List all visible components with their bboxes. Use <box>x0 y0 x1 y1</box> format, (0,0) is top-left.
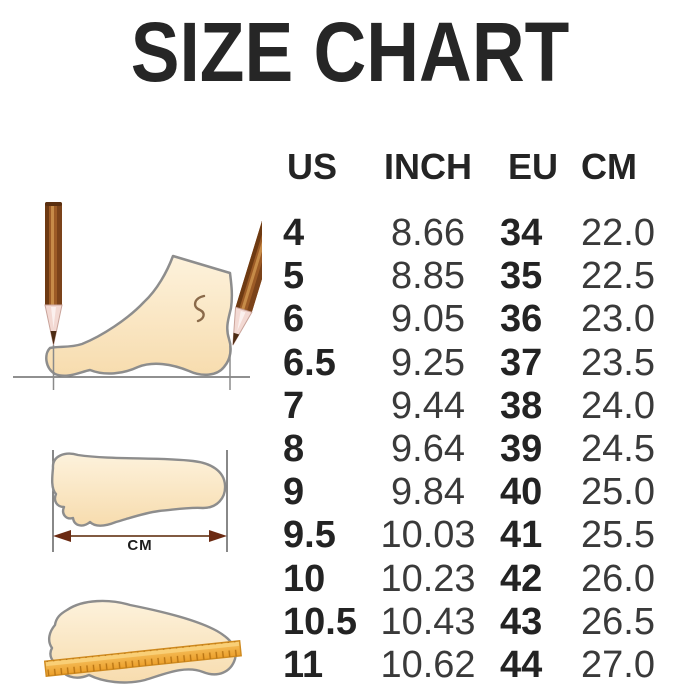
cell-inch: 9.25 <box>391 341 465 384</box>
cell-inch: 10.62 <box>380 643 476 686</box>
cell-us: 6.5 <box>283 341 336 384</box>
cell-cm: 26.0 <box>581 557 655 600</box>
ankle-mark <box>193 294 206 323</box>
table-row: 5 8.85 35 22.5 <box>280 255 684 298</box>
header-cm: CM <box>581 146 637 187</box>
cell-inch: 9.64 <box>391 427 465 470</box>
cell-eu: 43 <box>500 600 543 643</box>
cell-eu: 37 <box>500 341 543 384</box>
cell-inch: 10.03 <box>380 514 476 557</box>
cell-us: 7 <box>283 384 305 427</box>
cell-us: 4 <box>283 212 305 254</box>
cell-cm: 24.0 <box>581 384 655 427</box>
cell-us: 8 <box>283 427 305 470</box>
page-title: SIZE CHART <box>130 5 570 99</box>
cell-eu: 42 <box>500 557 543 600</box>
foot-sole-cm-illustration <box>50 450 228 552</box>
cell-eu: 41 <box>500 514 543 557</box>
cell-eu: 36 <box>500 298 543 341</box>
ruler-icon <box>43 640 242 677</box>
cell-us: 5 <box>283 255 305 298</box>
size-table: US INCH EU CM 4 8.66 34 22.0 5 8.85 35 2… <box>280 144 684 687</box>
table-row: 10 10.23 42 26.0 <box>280 558 684 601</box>
table-row: 8 9.64 39 24.5 <box>280 428 684 471</box>
header-eu: EU <box>508 146 559 187</box>
cell-us: 11 <box>283 643 324 686</box>
table-row: 6.5 9.25 37 23.5 <box>280 342 684 385</box>
cell-eu: 44 <box>500 643 543 686</box>
header-us: US <box>287 146 338 187</box>
cell-inch: 8.85 <box>391 255 465 298</box>
cell-inch: 9.44 <box>391 384 465 427</box>
foot-side-measure-illustration <box>13 202 262 390</box>
header-inch: INCH <box>384 146 472 187</box>
cell-eu: 38 <box>500 384 543 427</box>
cell-us: 9.5 <box>283 514 336 557</box>
cell-cm: 22.5 <box>581 255 655 298</box>
length-arrow <box>53 530 227 542</box>
cell-cm: 26.5 <box>581 600 655 643</box>
cm-measure-label: CM <box>127 537 153 554</box>
table-row: 9 9.84 40 25.0 <box>280 471 684 514</box>
cell-us: 6 <box>283 298 305 341</box>
table-row: 10.5 10.43 43 26.5 <box>280 601 684 644</box>
cell-cm: 23.0 <box>581 298 655 341</box>
table-row: 9.5 10.03 41 25.5 <box>280 514 684 557</box>
cell-us: 10 <box>283 557 326 600</box>
footprint-shape <box>50 452 227 527</box>
table-row: 6 9.05 36 23.0 <box>280 298 684 341</box>
cell-us: 9 <box>283 471 305 514</box>
cell-eu: 40 <box>500 471 543 514</box>
cell-inch: 10.43 <box>380 600 476 643</box>
cell-inch: 9.84 <box>391 471 465 514</box>
cell-cm: 22.0 <box>581 212 655 254</box>
pencil-left-icon <box>44 202 63 390</box>
foot-sole-ruler-illustration <box>43 599 242 684</box>
cell-inch: 8.66 <box>391 212 465 254</box>
cell-cm: 23.5 <box>581 341 655 384</box>
table-row: 4 8.66 34 22.0 <box>280 212 684 255</box>
cell-cm: 24.5 <box>581 427 655 470</box>
cell-cm: 27.0 <box>581 643 655 686</box>
table-row: 11 10.62 44 27.0 <box>280 644 684 687</box>
cell-cm: 25.5 <box>581 514 655 557</box>
cell-cm: 25.0 <box>581 471 655 514</box>
table-header-row: US INCH EU CM <box>280 144 684 190</box>
cell-inch: 10.23 <box>380 557 476 600</box>
pencil-right-icon <box>232 219 262 346</box>
cell-eu: 34 <box>500 212 543 254</box>
cell-inch: 9.05 <box>391 298 465 341</box>
cell-eu: 39 <box>500 427 543 470</box>
cell-us: 10.5 <box>283 600 357 643</box>
cell-eu: 35 <box>500 255 543 298</box>
table-row: 7 9.44 38 24.0 <box>280 385 684 428</box>
